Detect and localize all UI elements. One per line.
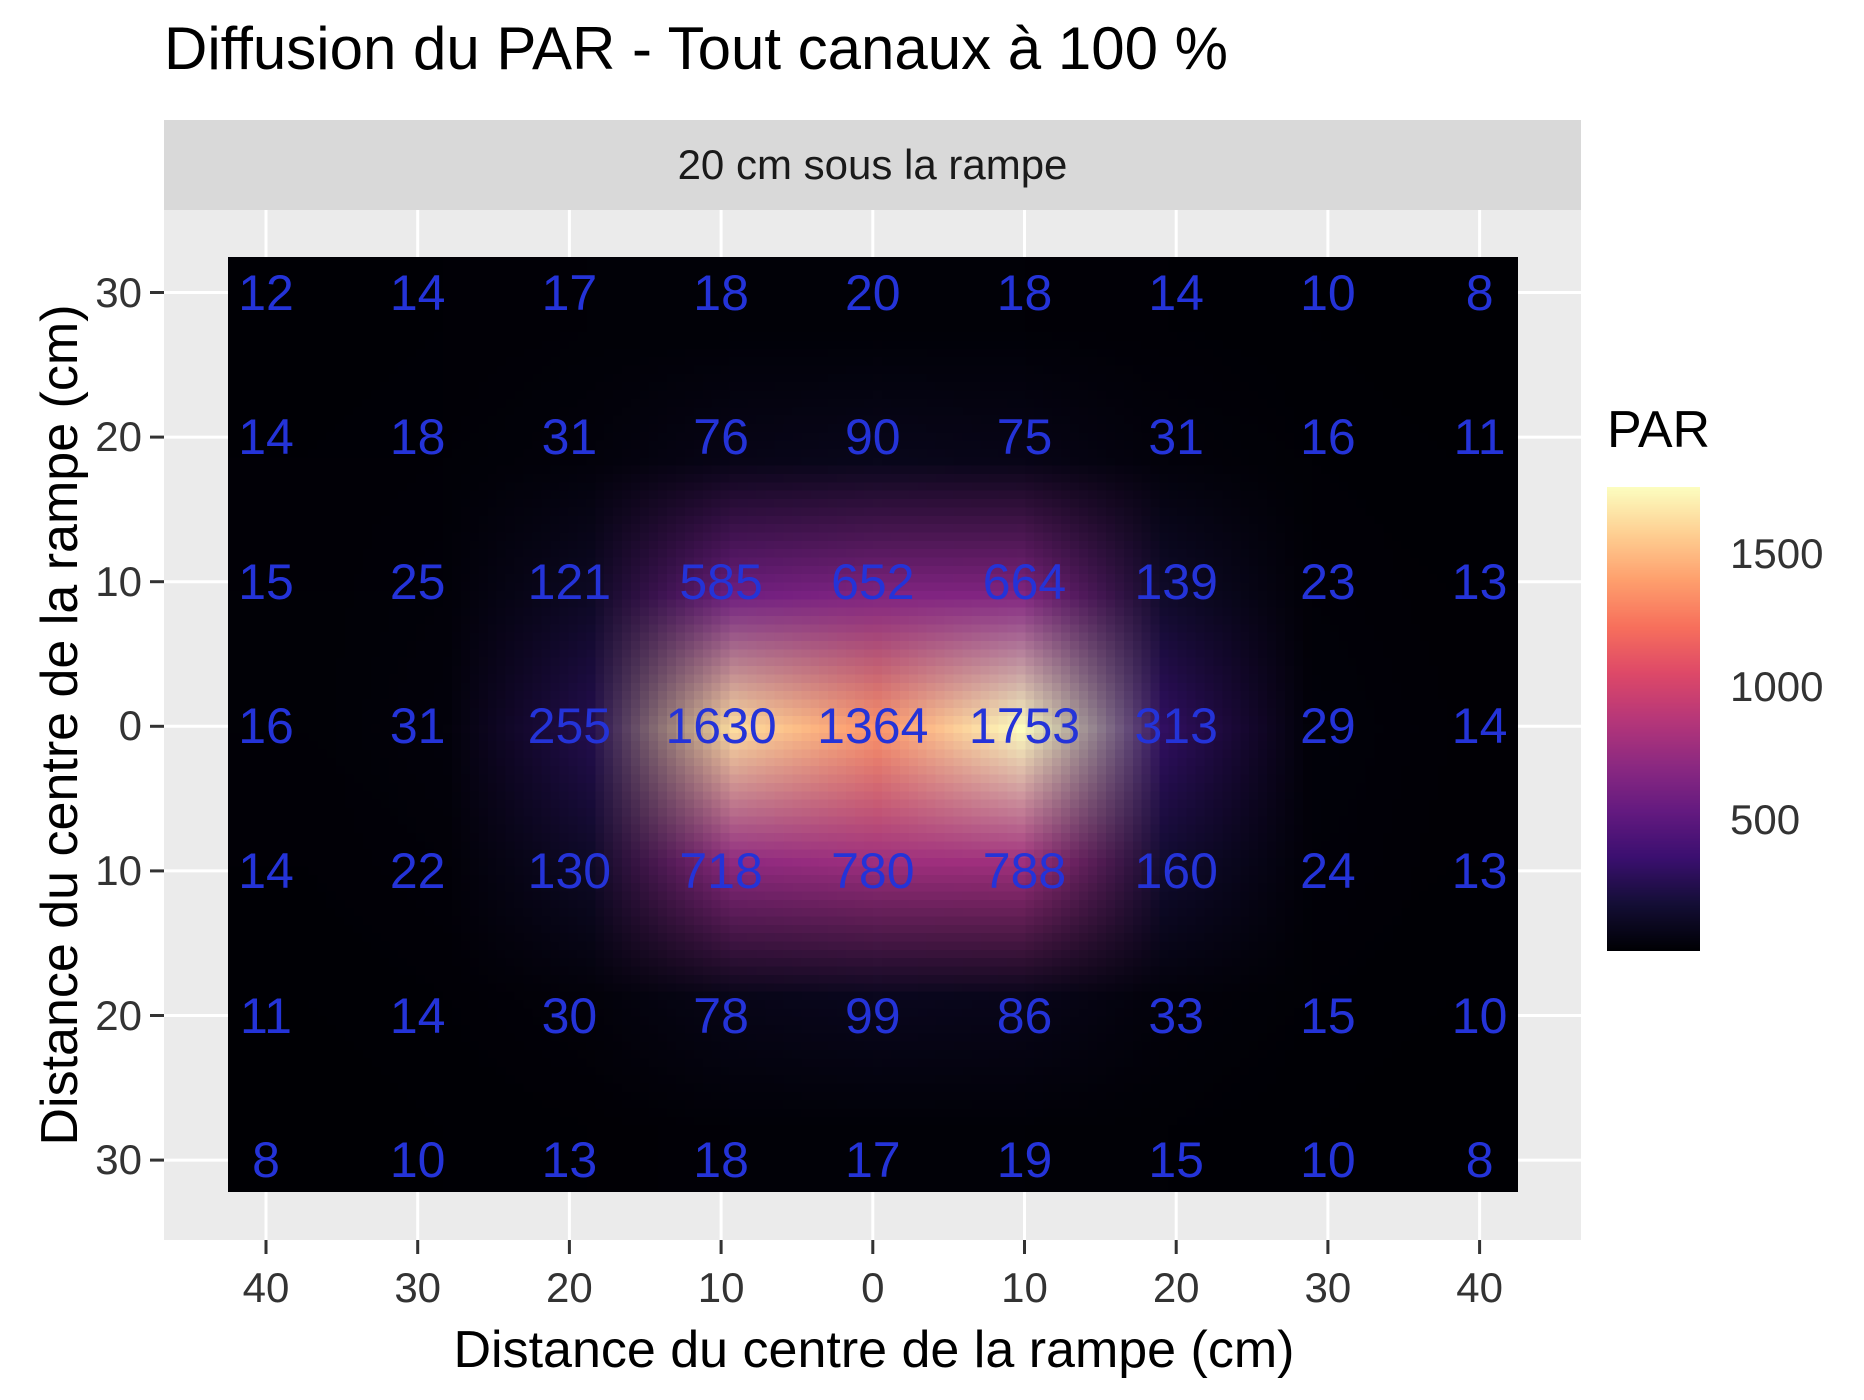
cell-value-label: 10 [1451, 987, 1508, 1044]
cell-value-label: 15 [1148, 1132, 1204, 1189]
cell-value-label: 86 [996, 987, 1053, 1044]
cell-value-label: 31 [389, 698, 446, 755]
legend-tick-label: 1000 [1730, 663, 1824, 711]
cell-value-label: 14 [389, 987, 446, 1044]
cell-value-label: 14 [1148, 264, 1204, 321]
facet-label: 20 cm sous la rampe [677, 141, 1068, 188]
cell-value-label: 31 [1148, 409, 1204, 466]
cell-value-label: 8 [1465, 264, 1494, 321]
cell-value-label: 121 [527, 553, 612, 610]
x-tick-label: 20 [1152, 1264, 1200, 1311]
y-tick-label: 10 [95, 846, 142, 894]
cell-value-label: 18 [996, 264, 1053, 321]
x-tick-label: 30 [394, 1264, 442, 1311]
x-tick-label: 0 [861, 1264, 885, 1311]
cell-value-label: 13 [1451, 842, 1508, 899]
cell-value-label: 20 [844, 264, 901, 321]
cell-value-label: 1364 [817, 698, 929, 755]
cell-value-label: 23 [1300, 553, 1356, 610]
cell-value-label: 14 [238, 409, 294, 466]
cell-value-label: 313 [1134, 698, 1218, 755]
y-tick-label: 30 [95, 1136, 142, 1184]
cell-value-label: 78 [693, 987, 749, 1044]
y-tick-label: 10 [95, 557, 142, 605]
cell-value-label: 1630 [665, 698, 777, 755]
y-tick-label: 20 [95, 413, 142, 461]
x-tick-label: 40 [242, 1264, 290, 1311]
cell-value-label: 664 [982, 553, 1067, 610]
cell-value-label: 16 [238, 698, 294, 755]
cell-value-label: 19 [996, 1132, 1053, 1189]
legend-colorbar [1607, 487, 1700, 951]
cell-value-label: 780 [831, 842, 915, 899]
x-axis-title: Distance du centre de la rampe (cm) [453, 1321, 1295, 1379]
cell-value-label: 14 [389, 264, 446, 321]
cell-value-label: 17 [844, 1132, 901, 1189]
cell-value-label: 76 [693, 409, 749, 466]
cell-value-label: 18 [389, 409, 446, 466]
cell-value-label: 31 [541, 409, 598, 466]
cell-value-label: 11 [1453, 409, 1506, 466]
heatmap-raster [228, 257, 1518, 1192]
cell-value-label: 10 [1300, 1132, 1356, 1189]
x-tick-label: 20 [546, 1264, 593, 1311]
cell-value-label: 255 [527, 698, 612, 755]
cell-value-label: 29 [1300, 698, 1356, 755]
cell-value-label: 90 [844, 409, 901, 466]
cell-value-label: 8 [1465, 1132, 1494, 1189]
y-tick-label: 20 [95, 991, 142, 1039]
cell-value-label: 10 [389, 1132, 446, 1189]
cell-value-label: 18 [693, 1132, 749, 1189]
y-tick-label: 0 [118, 702, 142, 750]
cell-value-label: 718 [679, 842, 763, 899]
cell-value-label: 75 [996, 409, 1053, 466]
cell-value-label: 33 [1148, 987, 1204, 1044]
cell-value-label: 160 [1134, 842, 1218, 899]
cell-value-label: 15 [1300, 987, 1356, 1044]
legend-title: PAR [1607, 401, 1711, 459]
legend-tick-label: 1500 [1730, 530, 1824, 578]
cell-value-label: 11 [240, 987, 292, 1044]
cell-value-label: 130 [527, 842, 612, 899]
cell-value-label: 10 [1300, 264, 1356, 321]
cell-value-label: 139 [1134, 553, 1218, 610]
facet-strip: 20 cm sous la rampe [164, 120, 1581, 210]
x-tick-label: 10 [1001, 1264, 1048, 1311]
cell-value-label: 1753 [968, 698, 1081, 755]
x-tick-label: 40 [1456, 1264, 1503, 1311]
cell-value-label: 99 [844, 987, 901, 1044]
y-axis-title: Distance du centre de la rampe (cm) [31, 304, 89, 1146]
cell-value-label: 24 [1300, 842, 1356, 899]
cell-value-label: 18 [693, 264, 749, 321]
cell-value-label: 30 [541, 987, 598, 1044]
cell-value-label: 14 [238, 842, 294, 899]
cell-value-label: 17 [541, 264, 598, 321]
y-tick-label: 30 [95, 268, 142, 316]
chart-title: Diffusion du PAR - Tout canaux à 100 % [164, 15, 1228, 82]
cell-value-label: 15 [238, 553, 294, 610]
cell-value-label: 25 [389, 553, 446, 610]
cell-value-label: 652 [831, 553, 915, 610]
cell-value-label: 13 [1451, 553, 1508, 610]
cell-value-label: 12 [238, 264, 294, 321]
cell-value-label: 22 [389, 842, 446, 899]
cell-value-label: 8 [252, 1132, 280, 1189]
legend-tick-label: 500 [1730, 796, 1801, 844]
cell-value-label: 585 [679, 553, 763, 610]
cell-value-label: 13 [541, 1132, 598, 1189]
cell-value-label: 14 [1451, 698, 1508, 755]
cell-value-label: 16 [1300, 409, 1356, 466]
x-tick-label: 10 [697, 1264, 745, 1311]
cell-value-label: 788 [982, 842, 1067, 899]
x-tick-label: 30 [1304, 1264, 1352, 1311]
